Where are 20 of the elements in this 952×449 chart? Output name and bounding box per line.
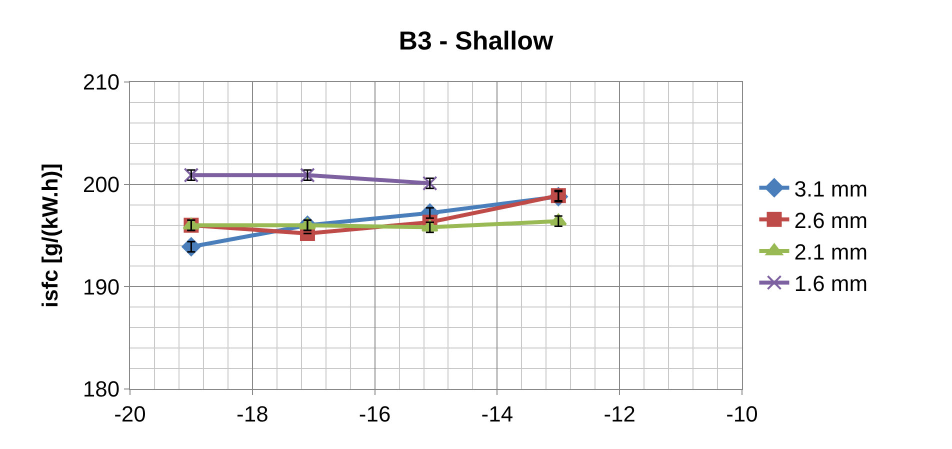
x-tick-label: -14 bbox=[481, 401, 514, 426]
y-tick-label: 200 bbox=[82, 172, 120, 198]
y-tick-label: 210 bbox=[82, 70, 120, 95]
y-tick-label: 180 bbox=[82, 376, 120, 402]
legend-label: 1.6 mm bbox=[794, 271, 868, 296]
point bbox=[300, 168, 315, 183]
x-tick-label: -20 bbox=[114, 401, 146, 426]
y-tick-label: 190 bbox=[82, 274, 120, 300]
point bbox=[184, 168, 199, 183]
point bbox=[182, 237, 201, 256]
x-tick-label: -10 bbox=[726, 401, 758, 426]
x-tick-label: -18 bbox=[236, 401, 268, 426]
legend-label: 2.1 mm bbox=[794, 240, 868, 265]
point bbox=[422, 176, 438, 191]
y-axis-title: isfc [g/(kW.h)] bbox=[38, 163, 63, 308]
x-tick-label: -16 bbox=[358, 401, 391, 426]
chart-title: B3 - Shallow bbox=[398, 26, 554, 56]
x-tick-label: -12 bbox=[604, 401, 636, 426]
legend-label: 3.1 mm bbox=[794, 176, 868, 202]
legend-label: 2.6 mm bbox=[794, 208, 868, 233]
